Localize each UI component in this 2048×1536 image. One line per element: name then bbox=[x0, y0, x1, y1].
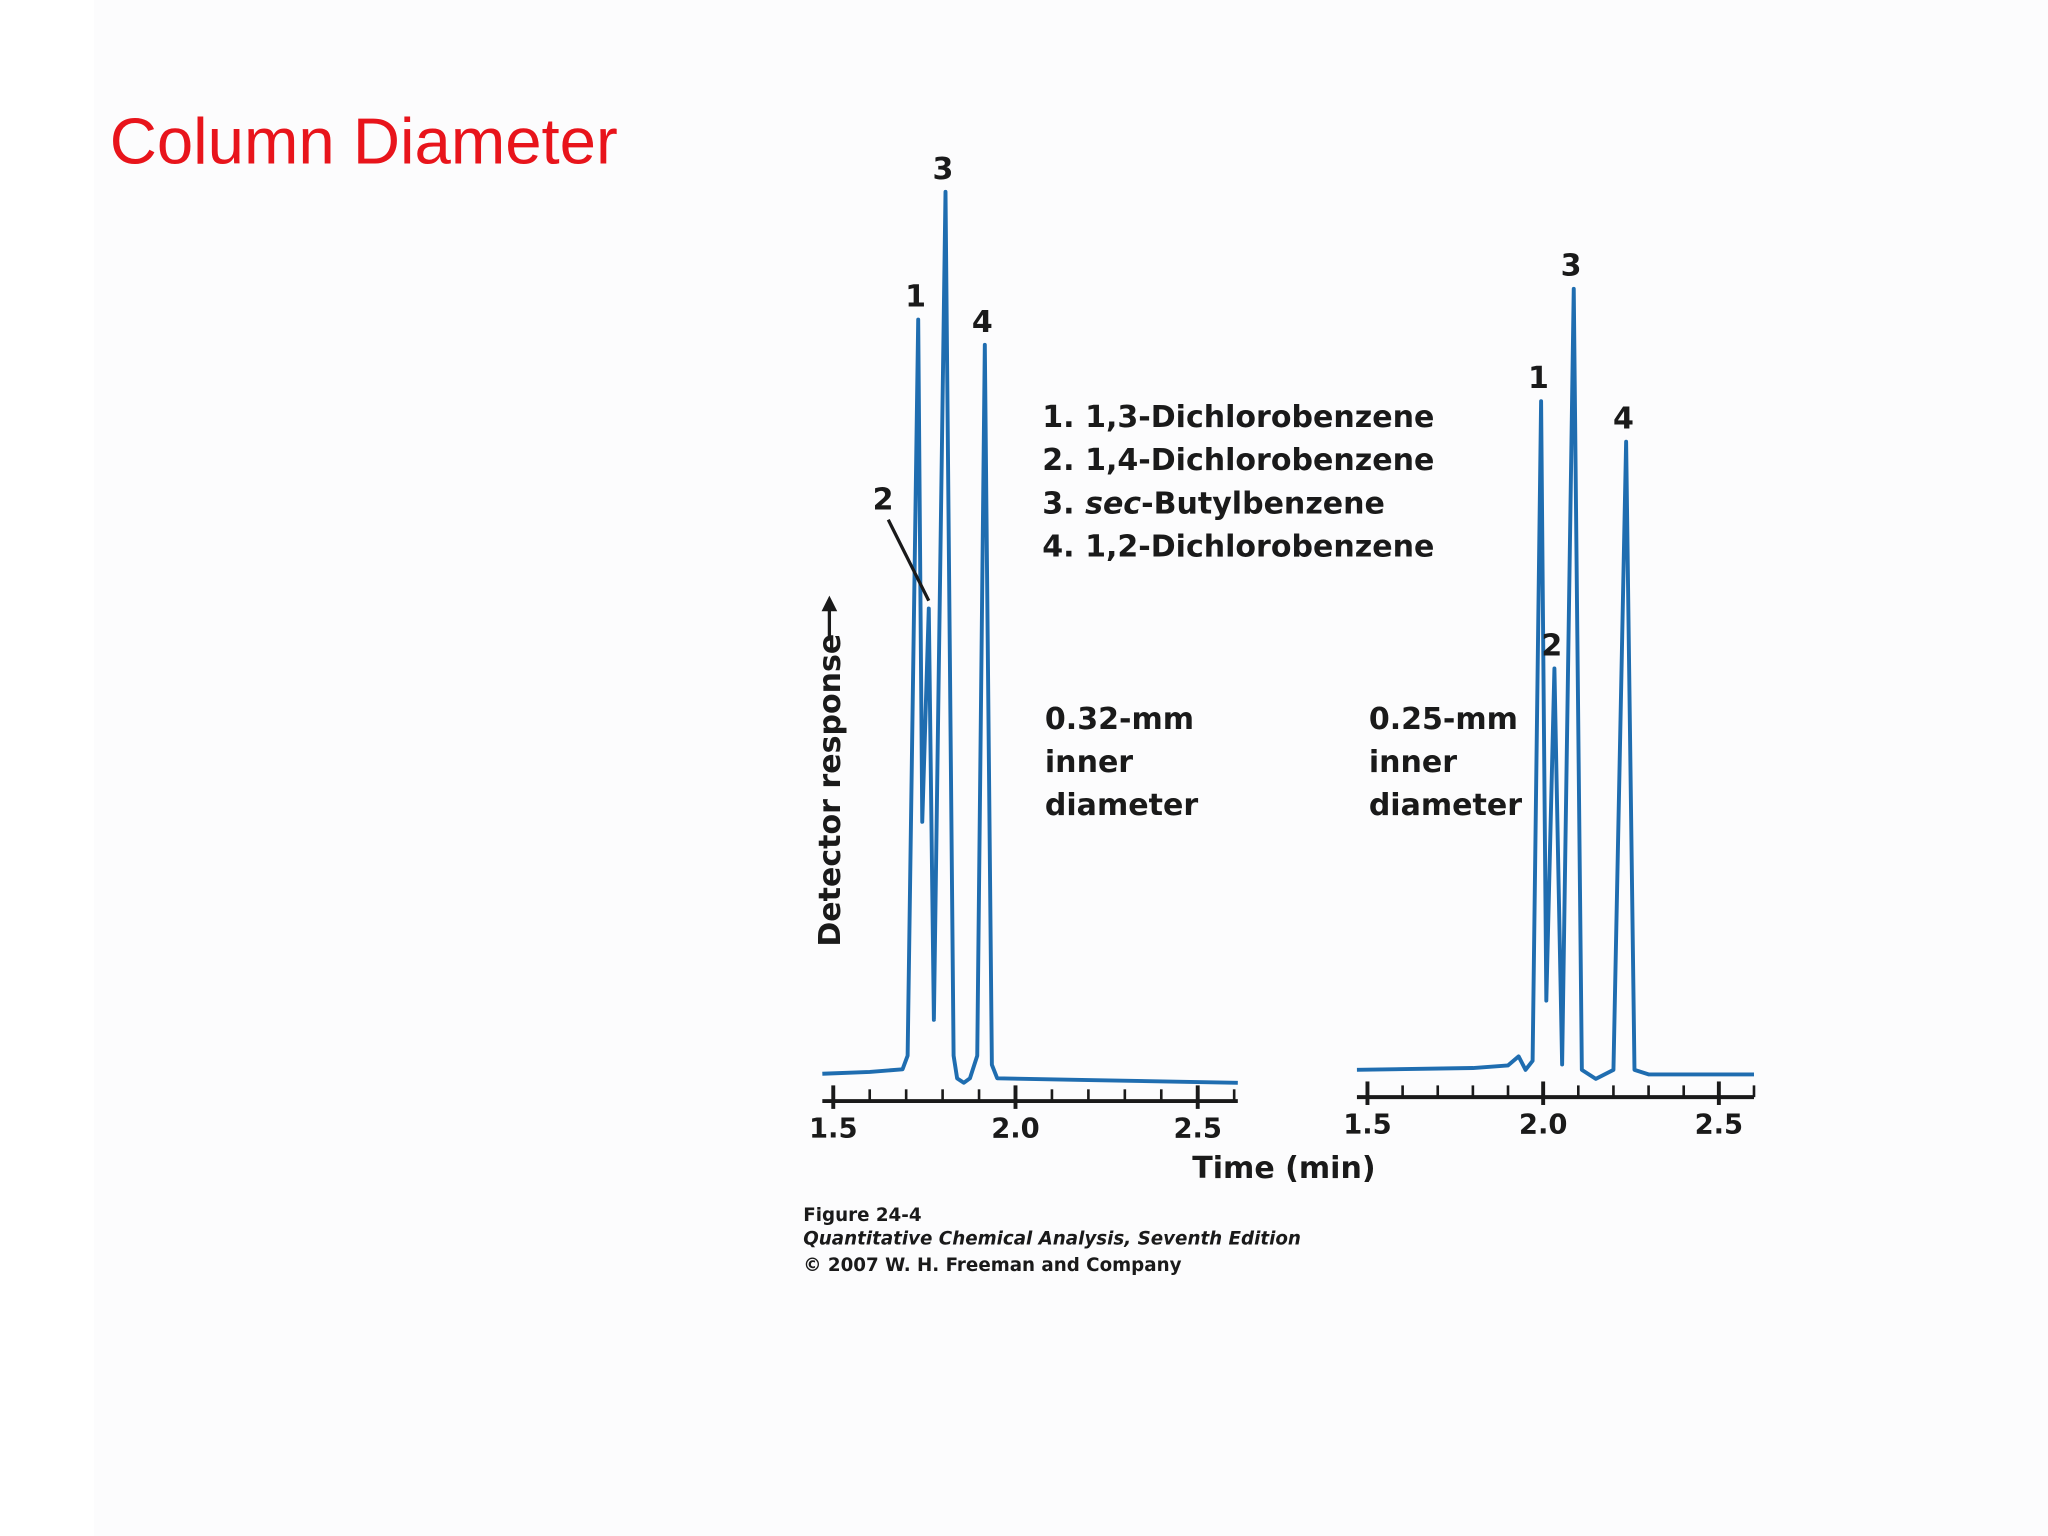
x-axis-label: Time (min) bbox=[1192, 1151, 1375, 1186]
legend-name: 1,2-Dichlorobenzene bbox=[1085, 529, 1434, 564]
legend-entry: 4. 1,2-Dichlorobenzene bbox=[1042, 529, 1434, 564]
peak-label: 2 bbox=[1541, 628, 1562, 663]
legend-number: 2. bbox=[1042, 443, 1074, 478]
legend-name: 1,4-Dichlorobenzene bbox=[1085, 443, 1434, 478]
caption-book: Quantitative Chemical Analysis, Seventh … bbox=[803, 1229, 1301, 1250]
x-tick-label: 1.5 bbox=[809, 1114, 858, 1145]
peak-leader bbox=[886, 518, 931, 602]
peak-label: 1 bbox=[905, 280, 926, 315]
legend-prefix: sec bbox=[1085, 486, 1141, 521]
chromatogram-trace bbox=[1356, 286, 1754, 1081]
slide-background bbox=[94, 0, 2048, 1536]
caption-copyright: © 2007 W. H. Freeman and Company bbox=[803, 1255, 1181, 1276]
x-tick-label: 2.0 bbox=[1519, 1110, 1568, 1141]
legend-number: 1. bbox=[1042, 400, 1074, 435]
panel-subtitle: diameter bbox=[1369, 788, 1522, 823]
legend-entry: 3. sec-Butylbenzene bbox=[1042, 486, 1385, 521]
peak-label: 4 bbox=[972, 305, 993, 340]
legend-entry: 1. 1,3-Dichlorobenzene bbox=[1042, 400, 1434, 435]
peak-label: 1 bbox=[1528, 361, 1549, 396]
legend: 1. 1,3-Dichlorobenzene 2. 1,4-Dichlorobe… bbox=[1042, 400, 1434, 564]
peak-label: 3 bbox=[932, 152, 953, 187]
peak-label: 4 bbox=[1613, 402, 1634, 437]
x-tick-label: 2.5 bbox=[1695, 1110, 1744, 1141]
legend-name: 1,3-Dichlorobenzene bbox=[1085, 400, 1434, 435]
peak-label: 3 bbox=[1561, 249, 1582, 284]
legend-entry: 2. 1,4-Dichlorobenzene bbox=[1042, 443, 1434, 478]
panel-subtitle: 0.25-mm bbox=[1369, 702, 1518, 737]
legend-number: 3. bbox=[1042, 486, 1074, 521]
y-axis-arrowhead bbox=[821, 595, 838, 612]
legend-number: 4. bbox=[1042, 529, 1074, 564]
peak-label: 2 bbox=[873, 482, 894, 517]
panel-subtitle: diameter bbox=[1045, 788, 1198, 823]
slide-title: Column Diameter bbox=[110, 104, 618, 177]
chromatogram-trace bbox=[822, 189, 1238, 1085]
y-axis-label: Detector response bbox=[813, 634, 848, 947]
x-tick-label: 2.0 bbox=[991, 1114, 1040, 1145]
x-tick-label: 1.5 bbox=[1343, 1110, 1392, 1141]
panel-subtitle: 0.32-mm bbox=[1045, 702, 1194, 737]
x-tick-label: 2.5 bbox=[1173, 1114, 1222, 1145]
legend-name: -Butylbenzene bbox=[1141, 486, 1385, 521]
panel-subtitle: inner bbox=[1369, 745, 1457, 780]
caption-figure: Figure 24-4 bbox=[803, 1205, 921, 1226]
panel-subtitle: inner bbox=[1045, 745, 1133, 780]
